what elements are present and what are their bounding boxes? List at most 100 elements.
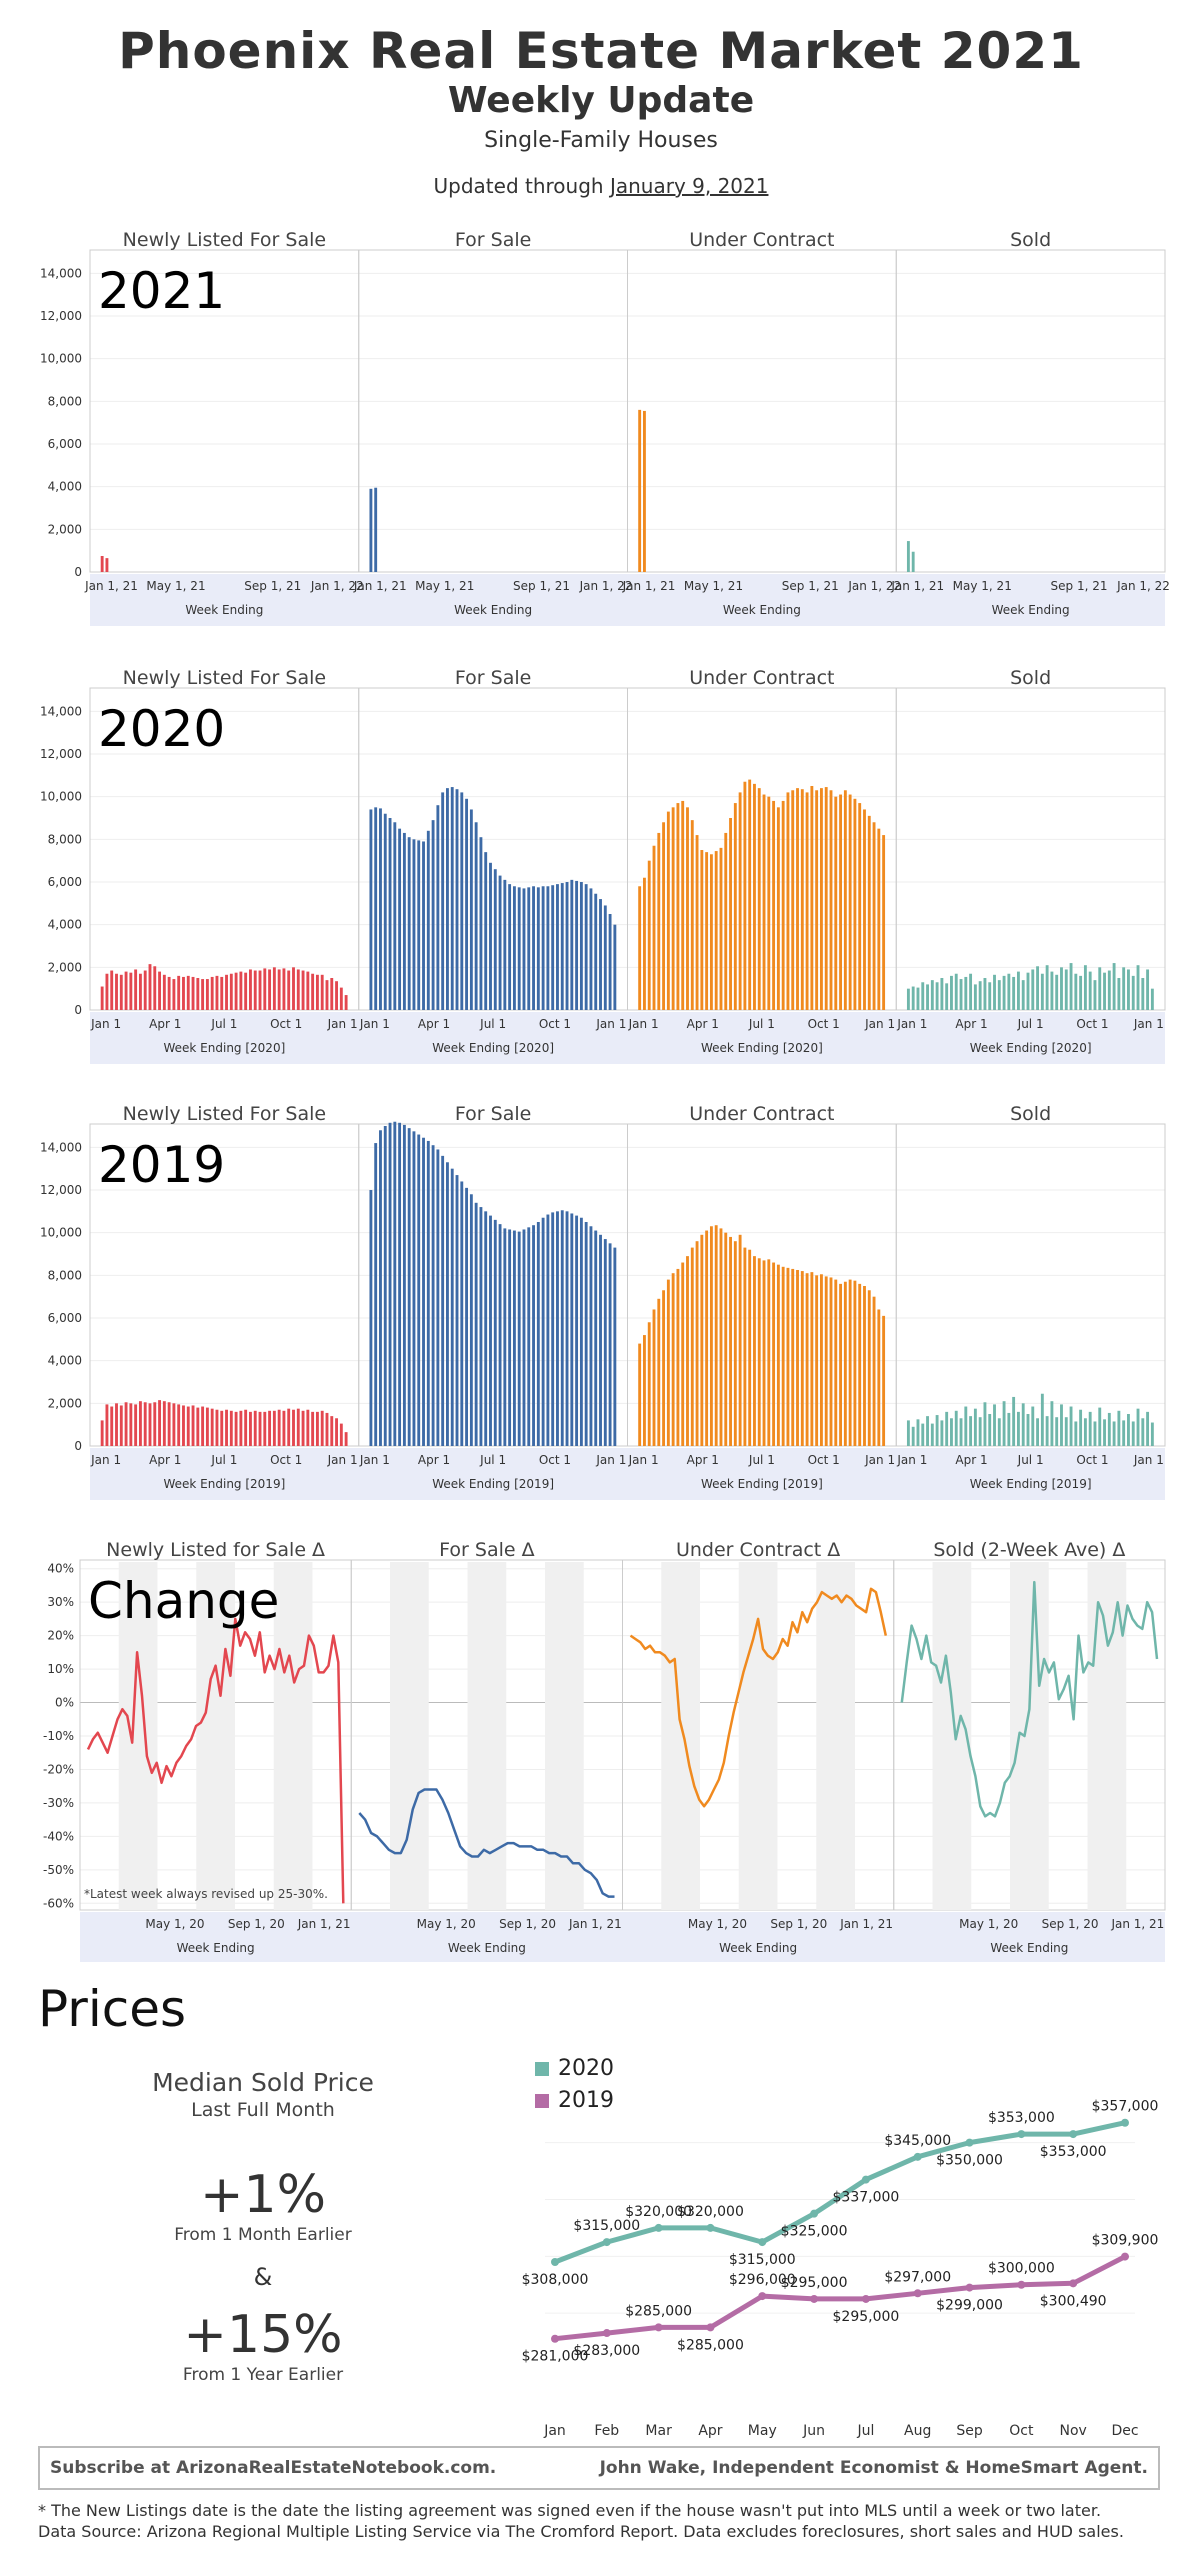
shade-band [118,1562,158,1910]
x-tick-label: Jul 1 [1017,1017,1044,1031]
x-axis-label: Week Ending [177,1941,255,1955]
bar [196,978,200,1010]
legend-swatch [535,2094,549,2108]
bar [565,1211,569,1446]
bar [921,1423,925,1446]
price-data-label: $309,900 [1092,2233,1159,2249]
bar [162,1401,166,1446]
price-point [810,2209,819,2218]
bar [882,835,886,1010]
bar [469,809,473,1010]
x-tick-label: May 1, 20 [145,1917,204,1931]
bar [973,984,977,1010]
bar [292,1409,295,1446]
price-point [602,2238,611,2247]
x-tick-label: Jan 1 [327,1453,358,1467]
bar [643,1335,646,1446]
bar [143,970,147,1010]
x-tick-label: Jan 1 [595,1017,626,1031]
bar [1150,1422,1154,1446]
bar [301,970,305,1010]
bar [1083,1418,1087,1446]
bar [196,1407,200,1446]
y-tick-label: 0 [74,1439,82,1453]
bar [234,1411,238,1446]
bar [244,1409,248,1446]
bar [805,792,809,1010]
x-tick-label: Oct 1 [270,1453,302,1467]
bar [1098,1407,1102,1446]
x-tick-label: Sep 1, 20 [770,1917,827,1931]
x-tick-label: Jan 1 [864,1017,895,1031]
bar [119,974,123,1010]
month-label: Mar [645,2423,672,2439]
price-line-chart: Jan Feb Mar Apr May Jun Jul Aug Sep Oct Nov Dec $308… [522,2056,1159,2439]
bar [398,828,402,1010]
bar [599,899,602,1010]
x-axis-label: Week Ending [723,603,801,617]
price-point [1121,2118,1129,2127]
bar [753,1256,756,1446]
panel-title: Sold [1010,1103,1051,1125]
price-point [1121,2252,1129,2261]
bar [1007,973,1011,1010]
price-point [861,2175,870,2184]
shade-band [816,1562,855,1910]
bar [532,1225,535,1446]
bar [671,1273,675,1446]
x-axis-label: Week Ending [185,603,263,617]
bar [1036,1418,1039,1446]
bar [320,974,324,1010]
bar [105,1404,109,1446]
x-tick-label: Jan 1 [1133,1017,1164,1031]
x-axis-label: Week Ending [2019] [432,1477,554,1491]
bar [940,1420,944,1446]
shade-band [738,1562,778,1910]
bar [422,841,425,1010]
bar [239,971,243,1010]
bar [446,788,449,1010]
bar [729,1236,732,1446]
bar [272,967,276,1010]
bar [167,1402,171,1446]
price-point [602,2329,611,2338]
shade-band [390,1562,429,1910]
bar [158,971,161,1010]
price-point [913,2152,922,2161]
y-tick-label: -50% [43,1863,74,1877]
bar [143,1402,147,1446]
bar [1016,971,1020,1010]
bar [239,1410,243,1446]
x-tick-label: Oct 1 [539,1017,571,1031]
price-data-label: $315,000 [729,2252,796,2268]
bar [863,1286,866,1446]
bar [1112,963,1116,1010]
bar [921,982,925,1010]
bar [469,1194,473,1446]
median-subtitle: Last Full Month [191,2099,335,2121]
y-tick-label: 8,000 [48,1268,82,1282]
bar [258,970,262,1010]
bar [1093,980,1097,1010]
bar [503,879,507,1010]
bar [335,1418,338,1446]
bar [705,852,709,1010]
price-data-label: $299,000 [936,2298,1003,2314]
legend-swatch [535,2062,549,2076]
x-axis-label: Week Ending [719,1941,797,1955]
x-axis-label: Week Ending [2020] [701,1041,823,1055]
x-tick-label: Jul 1 [748,1453,775,1467]
bar [781,800,785,1010]
x-tick-label: Jan 1 [896,1017,927,1031]
updated-date-link[interactable]: January 9, 2021 [609,174,769,198]
bar [115,1403,118,1446]
subscribe-link[interactable]: Subscribe at ArizonaRealEstateNotebook.c… [50,2458,497,2478]
bar [1060,1404,1063,1446]
bar [268,1410,272,1446]
updated-line: Updated through January 9, 2021 [0,174,1202,198]
bar [546,886,550,1010]
x-tick-label: Sep 1, 21 [244,579,301,593]
bar [676,1268,680,1446]
bar [292,967,295,1010]
bar [172,979,176,1010]
